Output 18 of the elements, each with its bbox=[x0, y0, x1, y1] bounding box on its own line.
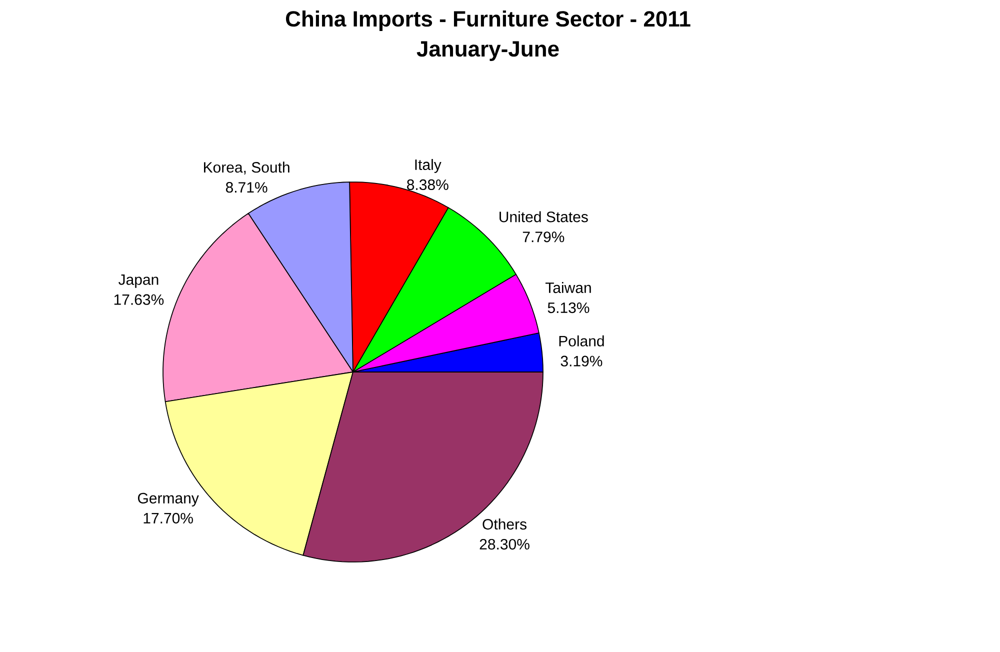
slice-label: United States bbox=[500, 211, 588, 222]
slice-label: Poland bbox=[559, 335, 604, 346]
data-label: 17.63% bbox=[114, 294, 164, 305]
chart-title: China Imports - Furniture Sector - 2011 bbox=[286, 10, 690, 32]
data-label: 3.19% bbox=[560, 356, 602, 366]
slice-label: Japan bbox=[118, 274, 158, 288]
data-label: 5.13% bbox=[548, 302, 590, 314]
slice-label: Taiwan bbox=[545, 282, 591, 294]
slice-label: Others bbox=[482, 518, 526, 530]
slice-label: Italy bbox=[415, 159, 442, 173]
data-label: 17.70% bbox=[144, 512, 193, 524]
chart-subtitle: January-June bbox=[416, 41, 559, 62]
data-label: 28.30% bbox=[480, 538, 530, 550]
slice-label: Germany bbox=[138, 492, 199, 506]
data-label: 8.38% bbox=[407, 179, 448, 190]
slice-label: Korea, South bbox=[204, 162, 290, 174]
data-label: 8.71% bbox=[226, 182, 268, 193]
data-label: 7.79% bbox=[522, 232, 564, 242]
